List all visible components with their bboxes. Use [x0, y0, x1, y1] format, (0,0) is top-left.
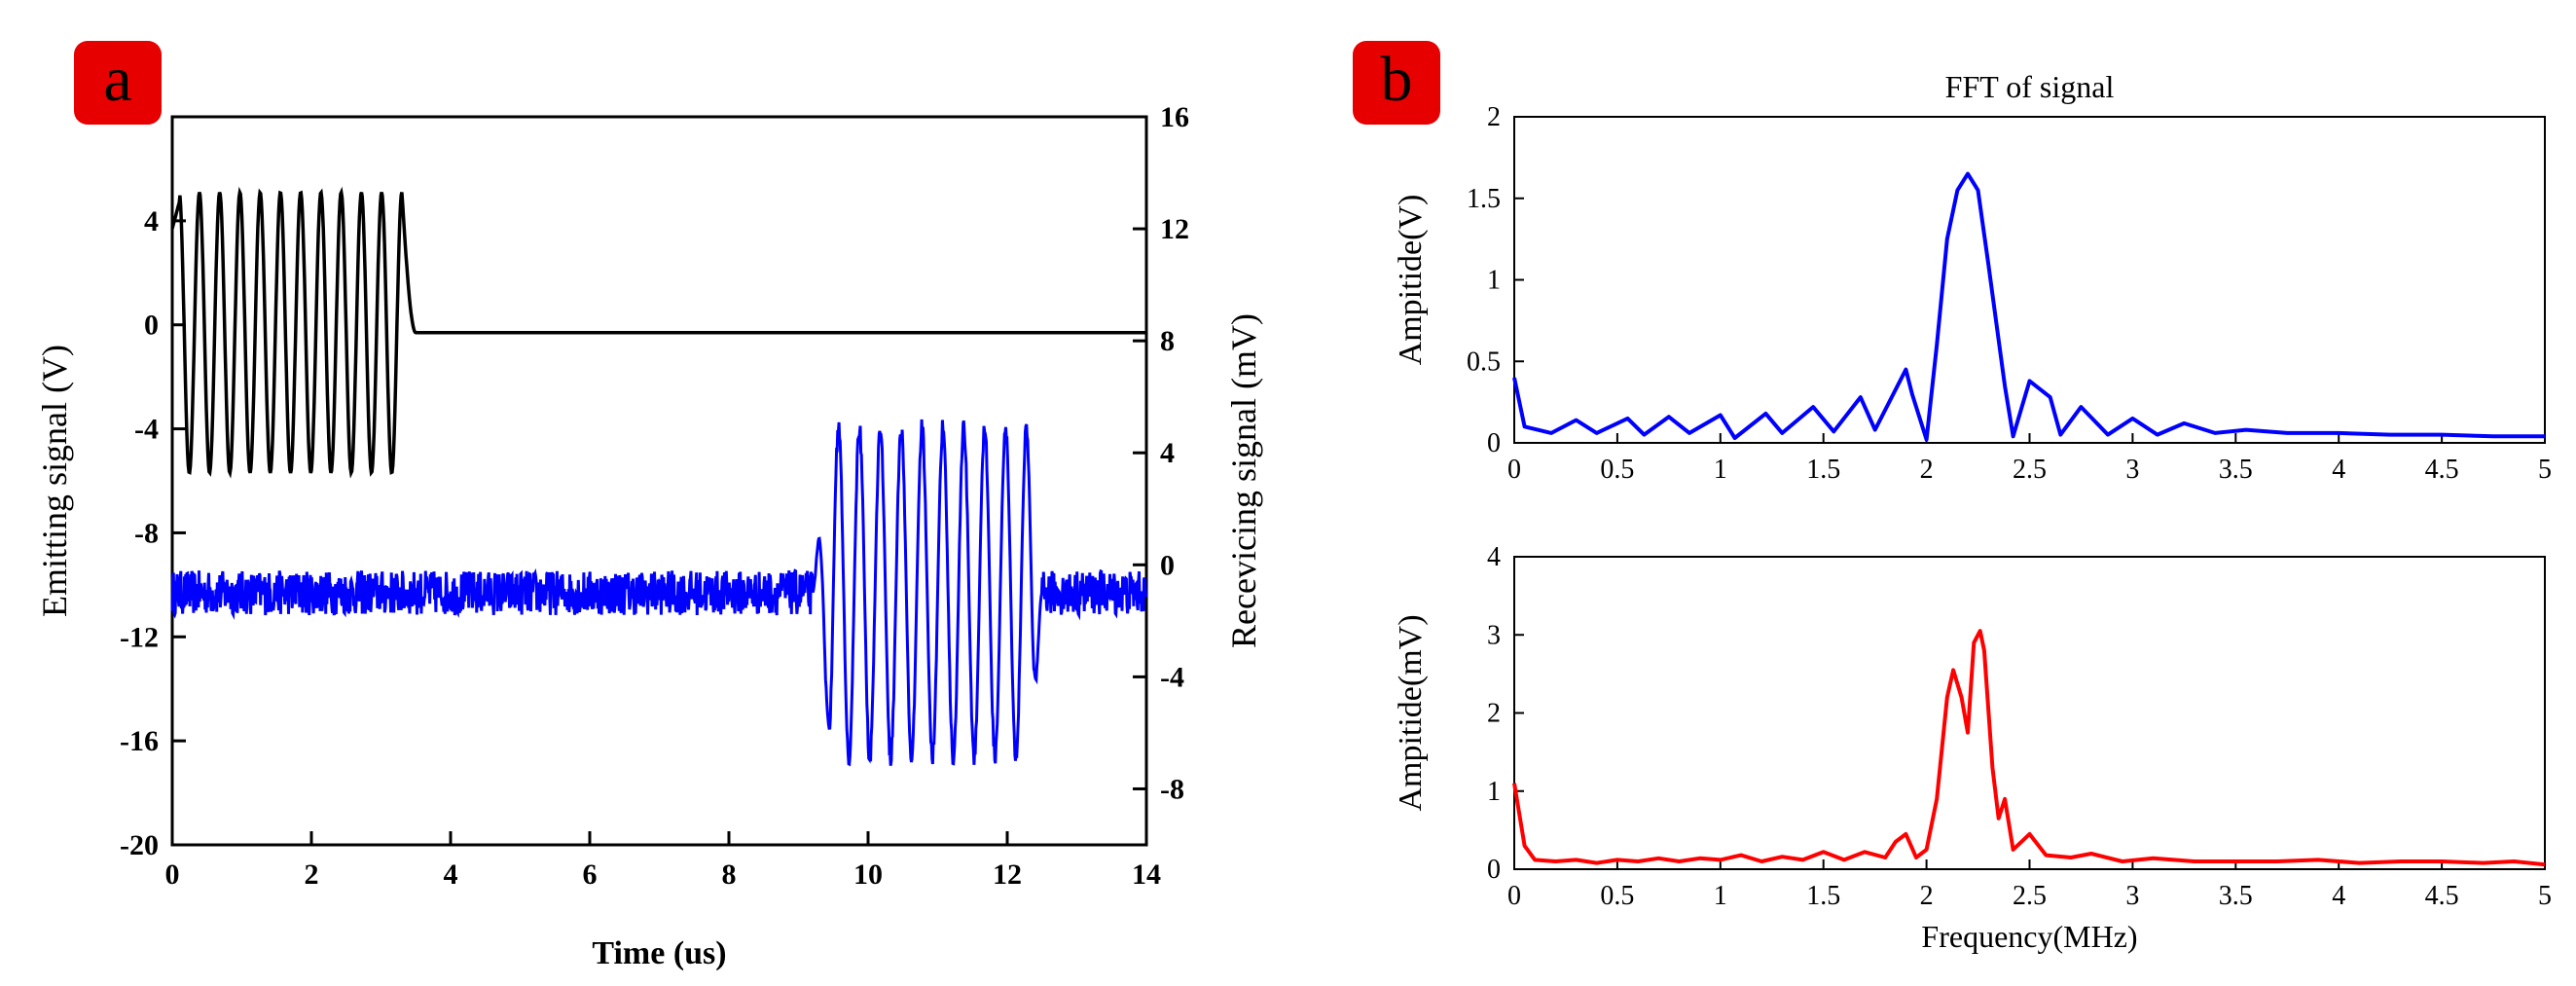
plot-frame-b-top	[1513, 116, 2546, 444]
panel-label-a: a	[74, 41, 162, 125]
y-left-tick-label-a: -16	[120, 725, 159, 757]
y-tick-label-b-bottom: 4	[1487, 542, 1501, 572]
x-tick-label-b-bottom: 0.5	[1600, 881, 1634, 911]
x-tick-label-a: 10	[853, 858, 883, 891]
y-tick-label-b-top: 0	[1487, 428, 1501, 458]
y-left-tick-label-a: -4	[134, 414, 159, 446]
fft-line-b-top	[1512, 171, 2545, 442]
x-tick-label-b-top: 4.5	[2425, 455, 2459, 485]
y-right-tick-label-a: 12	[1160, 213, 1189, 245]
plot-frame-b-bottom	[1513, 556, 2546, 870]
y-tick-label-b-top: 1	[1487, 266, 1501, 296]
y-right-tick-label-a: 8	[1160, 325, 1175, 357]
x-axis-label-a: Time (us)	[592, 935, 726, 971]
x-tick-label-a: 4	[444, 858, 458, 891]
y-axis-label-b-bottom: Ampitide(mV)	[1393, 614, 1429, 811]
y-left-tick-label-a: -20	[120, 829, 159, 861]
y-tick-label-b-bottom: 2	[1487, 699, 1501, 729]
y-tick-label-b-bottom: 3	[1487, 620, 1501, 650]
x-tick-label-b-bottom: 4	[2332, 881, 2345, 911]
x-tick-label-b-bottom: 2.5	[2013, 881, 2047, 911]
y-right-tick-label-a: -8	[1160, 773, 1184, 805]
x-tick-label-a: 6	[583, 858, 598, 891]
x-tick-label-b-bottom: 4.5	[2425, 881, 2459, 911]
x-tick-label-a: 2	[305, 858, 319, 891]
x-tick-label-a: 0	[165, 858, 180, 891]
y-tick-label-b-top: 2	[1487, 102, 1501, 132]
x-tick-label-b-bottom: 3.5	[2219, 881, 2253, 911]
y-tick-label-b-top: 0.5	[1467, 347, 1501, 377]
y-right-tick-label-a: 4	[1160, 437, 1175, 469]
receiving-signal-line	[170, 419, 1148, 767]
y-axis-label-b-top: Ampitide(V)	[1393, 195, 1429, 366]
y-tick-label-b-top: 1.5	[1467, 184, 1501, 214]
x-tick-label-b-top: 3	[2125, 455, 2139, 485]
y-right-tick-label-a: 0	[1160, 549, 1175, 581]
x-tick-label-b-top: 5	[2538, 455, 2552, 485]
x-tick-label-b-top: 0	[1507, 455, 1521, 485]
x-tick-label-b-bottom: 1	[1714, 881, 1727, 911]
y-right-tick-label-a: 16	[1160, 101, 1189, 133]
x-tick-label-b-top: 4	[2332, 455, 2345, 485]
y-tick-label-b-bottom: 0	[1487, 855, 1501, 885]
x-tick-label-b-bottom: 5	[2538, 881, 2552, 911]
x-tick-label-b-top: 2	[1920, 455, 1934, 485]
x-tick-label-a: 14	[1132, 858, 1161, 891]
y-left-tick-label-a: 4	[144, 205, 159, 237]
emitting-signal-line	[170, 186, 1146, 479]
y-left-tick-label-a: 0	[144, 310, 159, 342]
fft-line-b-bottom	[1512, 629, 2546, 867]
chart-title-b-top: FFT of signal	[1945, 69, 2115, 104]
x-tick-label-b-top: 0.5	[1600, 455, 1634, 485]
x-tick-label-a: 12	[993, 858, 1022, 891]
y-right-tick-label-a: -4	[1160, 661, 1184, 693]
x-tick-label-b-top: 2.5	[2013, 455, 2047, 485]
panel-label-b: b	[1353, 41, 1440, 125]
x-tick-label-b-bottom: 2	[1920, 881, 1934, 911]
y-tick-label-b-bottom: 1	[1487, 777, 1501, 807]
x-tick-label-b-bottom: 0	[1507, 881, 1521, 911]
x-tick-label-b-top: 3.5	[2219, 455, 2253, 485]
y-left-tick-label-a: -12	[120, 621, 159, 653]
y-left-tick-label-a: -8	[134, 517, 159, 549]
x-tick-label-b-top: 1.5	[1806, 455, 1840, 485]
x-tick-label-b-top: 1	[1714, 455, 1727, 485]
x-tick-label-b-bottom: 3	[2125, 881, 2139, 911]
x-axis-label-b-bottom: Frequency(MHz)	[1921, 919, 2137, 954]
y-left-axis-label-a: Emitting signal (V)	[35, 345, 74, 617]
x-tick-label-b-bottom: 1.5	[1806, 881, 1840, 911]
plot-frame-a	[170, 115, 1148, 847]
x-tick-label-a: 8	[722, 858, 737, 891]
y-right-axis-label-a: Recevicing signal (mV)	[1224, 313, 1263, 648]
